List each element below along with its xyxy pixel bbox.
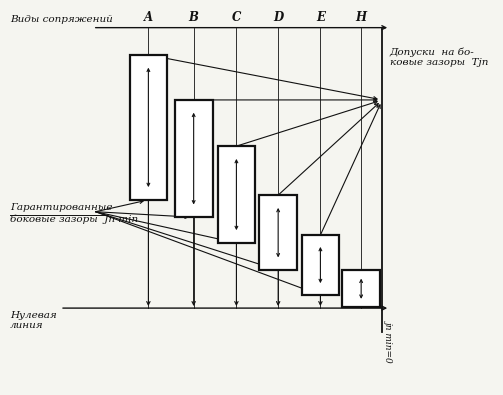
Text: D: D — [273, 11, 283, 24]
Bar — [175, 100, 213, 217]
Text: Виды сопряжений: Виды сопряжений — [10, 15, 113, 24]
Text: A: A — [144, 11, 153, 24]
Bar — [342, 270, 380, 307]
Text: Нулевая: Нулевая — [10, 312, 57, 320]
Text: Гарантированные: Гарантированные — [10, 203, 113, 212]
Bar — [130, 55, 167, 200]
Bar — [217, 146, 255, 243]
Text: B: B — [189, 11, 199, 24]
Text: Допуски  на бо-
ковые зазоры  Tjn: Допуски на бо- ковые зазоры Tjn — [390, 47, 488, 67]
Text: боковые зазоры  Jn min: боковые зазоры Jn min — [10, 214, 138, 224]
Text: H: H — [356, 11, 367, 24]
Text: линия: линия — [10, 322, 44, 330]
Bar — [301, 235, 339, 295]
Text: jn min=0: jn min=0 — [385, 320, 394, 362]
Text: C: C — [232, 11, 241, 24]
Text: E: E — [316, 11, 325, 24]
Bar — [260, 195, 297, 270]
